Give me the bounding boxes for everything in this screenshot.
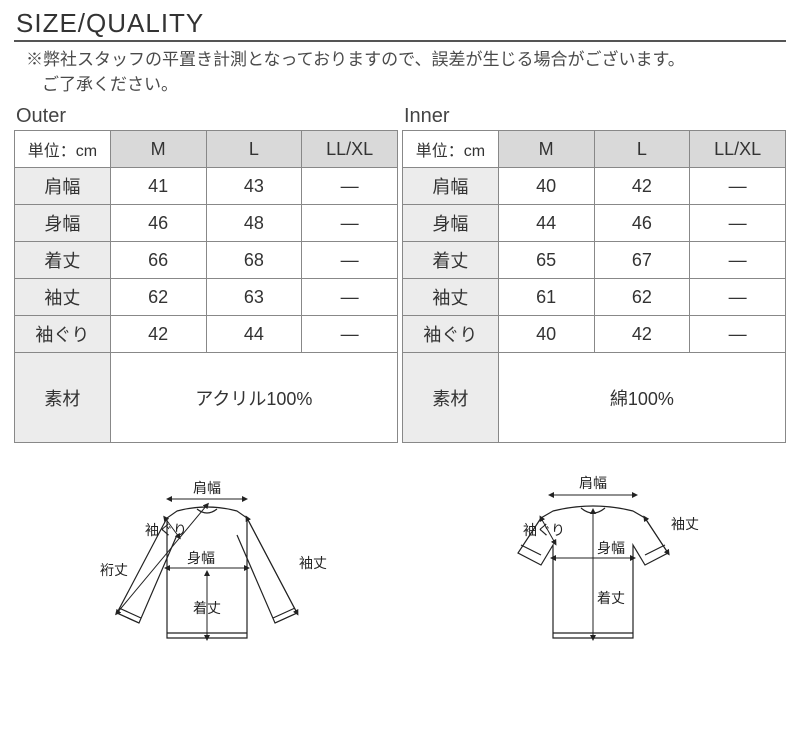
cell: 62 <box>594 279 690 316</box>
cell: 44 <box>206 316 302 353</box>
cell: 40 <box>498 316 594 353</box>
table-row: 袖ぐり 42 44 — <box>15 316 398 353</box>
diagram-label-shoulder: 肩幅 <box>193 480 221 496</box>
inner-table: 単位：cm M L LL/XL 肩幅 40 42 — 身幅 44 46 — 着丈… <box>402 130 786 443</box>
inner-label: Inner <box>402 105 786 128</box>
cell: — <box>690 205 786 242</box>
disclaimer-line-2: ご了承ください。 <box>26 73 786 98</box>
row-label: 肩幅 <box>15 168 111 205</box>
cell: 44 <box>498 205 594 242</box>
cell: — <box>302 168 398 205</box>
col-header: L <box>206 131 302 168</box>
disclaimer: ※弊社スタッフの平置き計測となっておりますので、誤差が生じる場合がございます。 … <box>14 48 786 97</box>
row-label: 身幅 <box>15 205 111 242</box>
row-label: 袖丈 <box>403 279 499 316</box>
material-row: 素材 アクリル100% <box>15 353 398 443</box>
diagram-label-shoulder: 肩幅 <box>579 475 607 491</box>
inner-table-wrap: Inner 単位：cm M L LL/XL 肩幅 40 42 — 身幅 44 4… <box>402 105 786 443</box>
outer-label: Outer <box>14 105 398 128</box>
table-row: 着丈 66 68 — <box>15 242 398 279</box>
outer-garment-diagram: 肩幅 袖ぐり 裄丈 身幅 袖丈 着丈 <box>47 463 367 663</box>
material-value: アクリル100% <box>110 353 397 443</box>
diagram-label-body-length: 着丈 <box>193 600 221 616</box>
table-row: 着丈 65 67 — <box>403 242 786 279</box>
col-header: LL/XL <box>690 131 786 168</box>
table-row: 袖丈 62 63 — <box>15 279 398 316</box>
cell: 46 <box>110 205 206 242</box>
cell: — <box>302 316 398 353</box>
row-label: 肩幅 <box>403 168 499 205</box>
table-header-row: 単位：cm M L LL/XL <box>15 131 398 168</box>
cell: — <box>302 242 398 279</box>
size-tables: Outer 単位：cm M L LL/XL 肩幅 41 43 — 身幅 46 4… <box>14 105 786 443</box>
cell: 63 <box>206 279 302 316</box>
material-label: 素材 <box>403 353 499 443</box>
cell: 42 <box>110 316 206 353</box>
table-header-row: 単位：cm M L LL/XL <box>403 131 786 168</box>
cell: 68 <box>206 242 302 279</box>
row-label: 身幅 <box>403 205 499 242</box>
cell: 42 <box>594 316 690 353</box>
cell: — <box>690 279 786 316</box>
table-row: 袖ぐり 40 42 — <box>403 316 786 353</box>
page-title: SIZE/QUALITY <box>14 8 786 40</box>
row-label: 袖ぐり <box>403 316 499 353</box>
diagram-label-body-width: 身幅 <box>187 550 215 566</box>
table-row: 身幅 44 46 — <box>403 205 786 242</box>
row-label: 袖ぐり <box>15 316 111 353</box>
diagram-label-yuki: 裄丈 <box>100 562 128 578</box>
cell: 61 <box>498 279 594 316</box>
material-row: 素材 綿100% <box>403 353 786 443</box>
row-label: 着丈 <box>403 242 499 279</box>
table-row: 袖丈 61 62 — <box>403 279 786 316</box>
cell: 42 <box>594 168 690 205</box>
diagram-label-sleeve-opening: 袖ぐり <box>145 522 187 538</box>
cell: 66 <box>110 242 206 279</box>
cell: 40 <box>498 168 594 205</box>
row-label: 袖丈 <box>15 279 111 316</box>
cell: 62 <box>110 279 206 316</box>
col-header: LL/XL <box>302 131 398 168</box>
cell: 48 <box>206 205 302 242</box>
cell: 67 <box>594 242 690 279</box>
row-label: 着丈 <box>15 242 111 279</box>
col-header: M <box>498 131 594 168</box>
cell: 65 <box>498 242 594 279</box>
cell: 41 <box>110 168 206 205</box>
outer-table-wrap: Outer 単位：cm M L LL/XL 肩幅 41 43 — 身幅 46 4… <box>14 105 398 443</box>
col-header: L <box>594 131 690 168</box>
table-row: 肩幅 41 43 — <box>15 168 398 205</box>
title-bar: SIZE/QUALITY <box>14 8 786 42</box>
cell: 43 <box>206 168 302 205</box>
cell: — <box>302 205 398 242</box>
diagram-label-sleeve-opening: 袖ぐり <box>523 522 565 538</box>
material-value: 綿100% <box>498 353 785 443</box>
diagram-label-body-length: 着丈 <box>597 590 625 606</box>
diagram-label-body-width: 身幅 <box>597 540 625 556</box>
cell: — <box>302 279 398 316</box>
measurement-diagrams: 肩幅 袖ぐり 裄丈 身幅 袖丈 着丈 <box>14 463 786 663</box>
cell: 46 <box>594 205 690 242</box>
diagram-label-sleeve-length: 袖丈 <box>299 555 327 571</box>
unit-cell: 単位：cm <box>403 131 499 168</box>
cell: — <box>690 242 786 279</box>
unit-cell: 単位：cm <box>15 131 111 168</box>
col-header: M <box>110 131 206 168</box>
table-row: 肩幅 40 42 — <box>403 168 786 205</box>
table-row: 身幅 46 48 — <box>15 205 398 242</box>
cell: — <box>690 316 786 353</box>
disclaimer-line-1: ※弊社スタッフの平置き計測となっておりますので、誤差が生じる場合がございます。 <box>26 48 786 73</box>
material-label: 素材 <box>15 353 111 443</box>
diagram-label-sleeve-length: 袖丈 <box>671 516 699 532</box>
inner-garment-diagram: 肩幅 袖ぐり 身幅 袖丈 着丈 <box>433 463 753 663</box>
cell: — <box>690 168 786 205</box>
outer-table: 単位：cm M L LL/XL 肩幅 41 43 — 身幅 46 48 — 着丈… <box>14 130 398 443</box>
